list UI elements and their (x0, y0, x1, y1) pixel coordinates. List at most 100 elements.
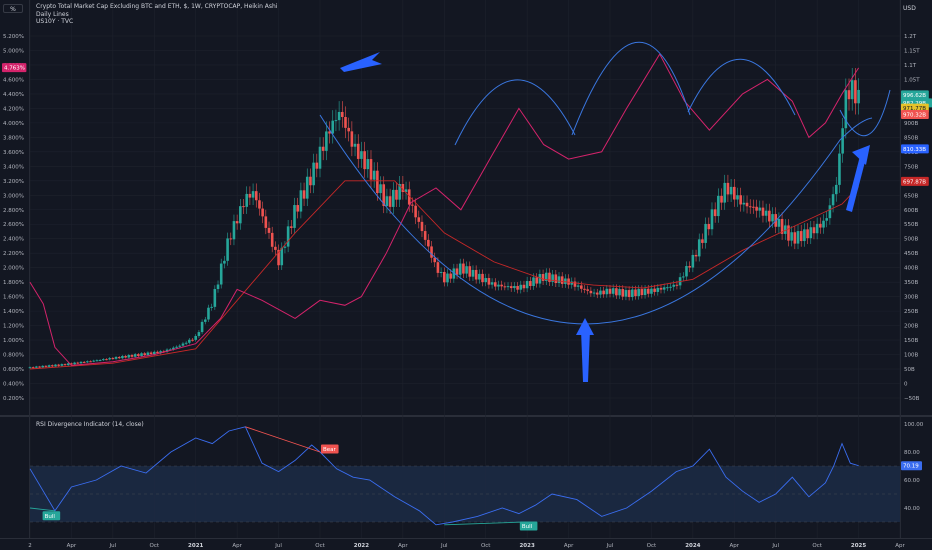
arc-end (839, 89, 891, 137)
price-label-ma4: 810.33B (903, 147, 926, 153)
candle-body (121, 356, 124, 359)
right-tick-label: 900B (904, 121, 918, 127)
candle-body (286, 226, 290, 247)
candle-body (197, 332, 201, 336)
arc-right (687, 58, 796, 116)
candle-body (742, 202, 746, 205)
candle-body (631, 289, 634, 298)
left-tick-label: 3.800% (3, 135, 24, 141)
candle-body (356, 143, 360, 159)
candle-body (723, 182, 727, 203)
candle-body (850, 80, 854, 100)
candle-body (35, 366, 38, 368)
rsi-tick-label: 80.00 (904, 450, 920, 456)
left-price-scale[interactable] (0, 0, 30, 538)
candle-body (529, 281, 532, 286)
right-tick-label: 50B (904, 367, 915, 373)
left-tick-label: 3.600% (3, 150, 24, 156)
chart-title[interactable]: Crypto Total Market Cap Excluding BTC an… (36, 3, 278, 10)
candle-body (350, 131, 354, 147)
candle-body (277, 249, 280, 266)
pane-separator[interactable] (0, 415, 932, 417)
candle-body (318, 146, 322, 169)
time-tick-label: Oct (481, 543, 491, 549)
right-tick-label: 0 (904, 382, 908, 388)
time-tick-label: Oct (647, 543, 657, 549)
candle-body (787, 225, 790, 241)
candle-body (669, 286, 672, 288)
price-label-ma2: 971.77B (903, 106, 926, 112)
indicator-us10y[interactable]: US10Y · TVC (36, 18, 74, 25)
candle-body (143, 353, 147, 356)
candle-body (806, 229, 809, 239)
candle-body (321, 146, 325, 151)
left-tick-label: 3.400% (3, 164, 24, 170)
right-tick-label: 1.15T (904, 48, 920, 54)
candle-body (611, 288, 615, 294)
rsi-bull-marker-2-bg (519, 521, 538, 531)
candle-body (793, 232, 797, 244)
candle-body (503, 286, 507, 288)
price-label-us10y: 4.763% (4, 66, 25, 72)
time-tick-label: Oct (812, 543, 822, 549)
candle-body (576, 285, 580, 287)
left-unit-badge[interactable]: % (3, 4, 23, 13)
candle-body (341, 111, 344, 117)
left-tick-label: 2.200% (3, 251, 24, 257)
right-tick-label: 1.1T (904, 63, 917, 69)
candle-body (694, 254, 698, 257)
time-tick-label: 2025 (851, 543, 866, 549)
candle-body (127, 355, 131, 358)
time-tick-label: 2021 (188, 543, 203, 549)
candle-body (382, 184, 386, 206)
candle-body (583, 288, 586, 290)
candle-body (337, 111, 341, 121)
left-tick-label: 0.200% (3, 396, 24, 402)
candle-body (105, 359, 108, 361)
candle-body (697, 239, 701, 257)
candle-body (407, 189, 411, 205)
candle-body (302, 190, 306, 199)
candle-body (838, 153, 841, 185)
rsi-legend[interactable]: RSI Divergence Indicator (14, close) (36, 421, 144, 428)
time-tick-label: Apr (232, 543, 242, 549)
candle-body (481, 273, 484, 283)
candle-body (685, 266, 688, 277)
candle-body (509, 286, 513, 289)
left-tick-label: 1.400% (3, 309, 24, 315)
left-tick-label: 1.200% (3, 324, 24, 330)
candle-body (474, 269, 478, 280)
candle-body (239, 206, 242, 224)
rsi-tick-label: 100.00 (904, 422, 924, 428)
arc-left (454, 79, 576, 146)
candle-body (681, 276, 685, 278)
right-price-scale[interactable] (900, 0, 932, 538)
right-unit-badge[interactable]: USD (903, 5, 916, 12)
candle-body (305, 176, 309, 199)
candle-body (82, 361, 86, 363)
time-scale[interactable] (0, 538, 932, 550)
rsi-tick-label: 40.00 (904, 506, 920, 512)
candle-body (184, 342, 188, 344)
candle-body (63, 364, 67, 366)
candle-body (621, 289, 625, 297)
left-axis-ticks: 5.200%5.000%4.800%4.600%4.400%4.200%4.00… (3, 34, 24, 402)
candle-body (414, 205, 417, 218)
candle-body (353, 143, 357, 147)
right-tick-label: 450B (904, 251, 918, 257)
candle-body (159, 351, 162, 354)
candle-body (844, 90, 848, 129)
price-label-ma5-bg (901, 176, 929, 186)
time-tick-label: 2023 (519, 543, 534, 549)
right-tick-label: 400B (904, 266, 918, 272)
candle-body (70, 363, 73, 365)
price-label-ma5: 697.87B (903, 179, 926, 185)
candle-body (299, 190, 303, 212)
candle-body (436, 262, 440, 273)
indicator-daily-lines[interactable]: Daily Lines (36, 10, 69, 18)
left-tick-label: 3.200% (3, 179, 24, 185)
rsi-bull-marker-2: Bull (522, 524, 533, 530)
candle-body (493, 282, 497, 287)
candle-body (478, 273, 481, 280)
